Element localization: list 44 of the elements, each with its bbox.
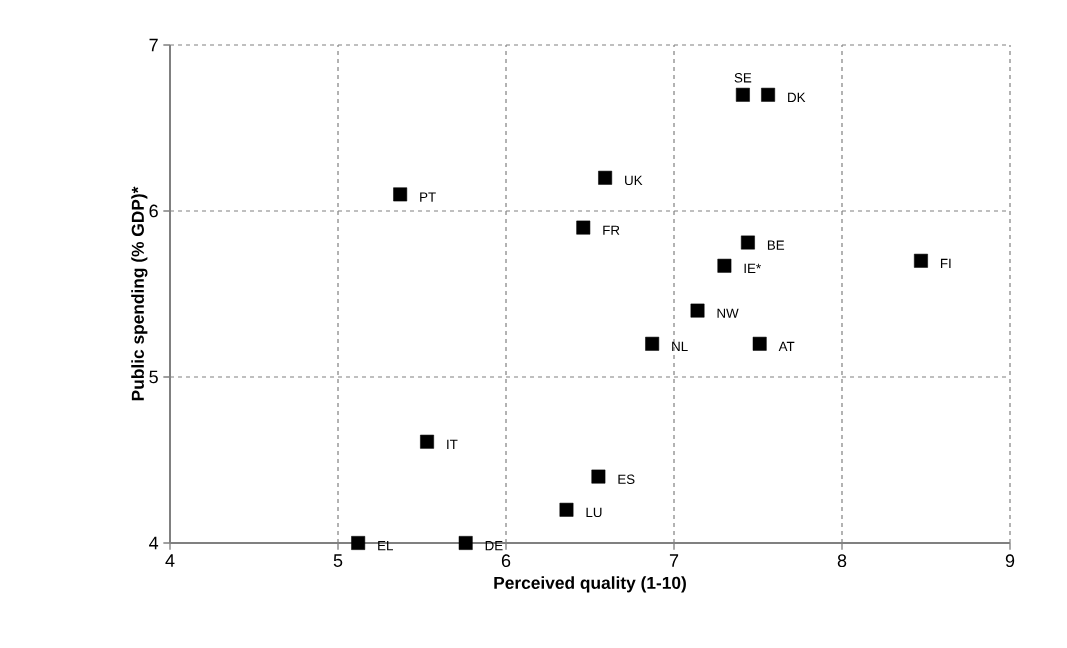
point [598, 170, 613, 185]
x-tick-label: 8 [837, 554, 847, 568]
y-tick-label: 7 [149, 38, 158, 52]
point [735, 87, 750, 102]
annotation: BE [767, 240, 785, 250]
point [914, 253, 928, 268]
annotation: EL [378, 541, 393, 551]
point [717, 258, 732, 273]
point [591, 469, 606, 484]
annotation: UK [625, 175, 643, 186]
y-tick-label: 5 [149, 370, 158, 384]
annotation: DE [485, 541, 503, 551]
y-tick-label: 4 [149, 536, 159, 550]
annotation: PT [420, 192, 436, 202]
point [645, 336, 660, 351]
y-tick-label: 6 [149, 204, 158, 218]
x-tick-label: 6 [501, 554, 511, 568]
annotation: AT [778, 341, 795, 352]
annotation: SE [734, 73, 752, 83]
point [576, 220, 591, 235]
point [393, 187, 408, 202]
annotation: IE* [744, 263, 761, 274]
annotation: FI [940, 258, 951, 269]
point [761, 87, 776, 102]
annotation: NL [672, 341, 688, 352]
x-tick-label: 9 [1005, 554, 1015, 568]
x-tick-label: 7 [669, 554, 679, 567]
point [420, 434, 434, 449]
x-axis-title: Perceived quality (1-10) [494, 576, 686, 593]
x-tick-label: 4 [165, 554, 175, 567]
point [458, 536, 473, 550]
annotation: ES [618, 474, 635, 484]
x-tick-label: 5 [333, 554, 343, 567]
point [351, 536, 366, 550]
point [559, 502, 574, 517]
point [690, 303, 705, 318]
annotation: LU [586, 507, 602, 518]
annotation: FR [603, 225, 620, 235]
annotation: DK [788, 92, 806, 103]
point [740, 235, 755, 250]
annotation: NW [717, 308, 739, 318]
annotation: IT [447, 439, 458, 449]
point [752, 336, 767, 351]
y-axis-title: Public spending (% GDP)* [131, 186, 148, 401]
